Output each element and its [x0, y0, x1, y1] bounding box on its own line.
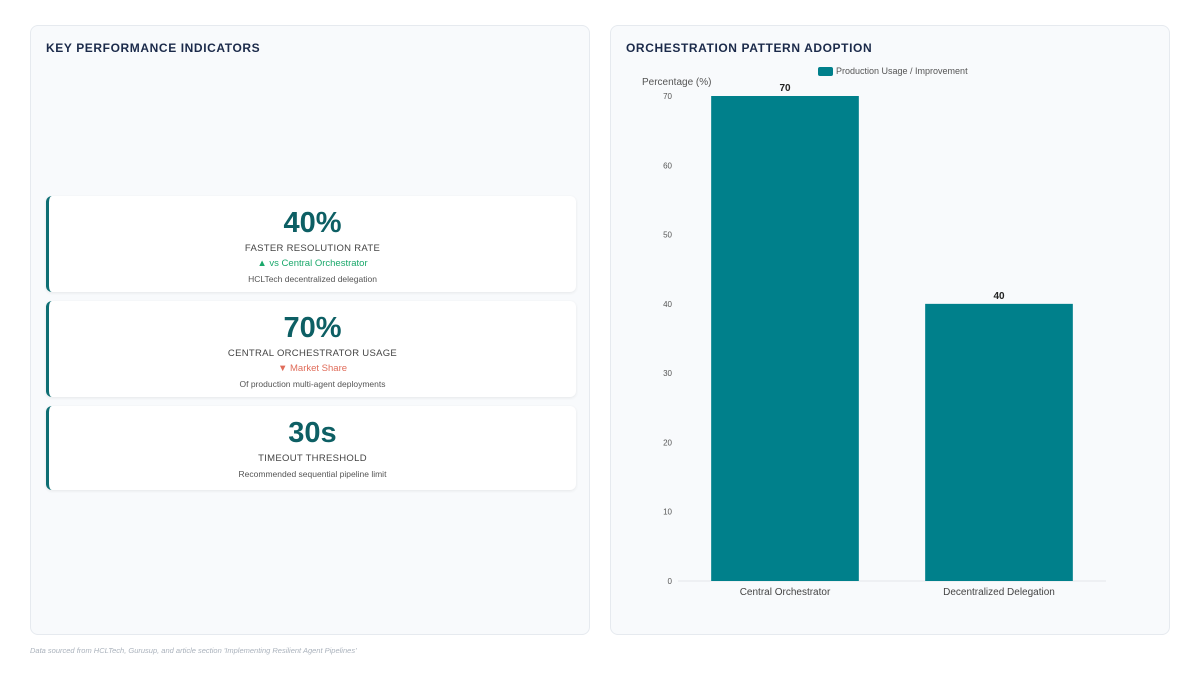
kpi-label: FASTER RESOLUTION RATE	[244, 243, 381, 254]
y-tick-label: 0	[668, 577, 673, 586]
y-tick-label: 60	[663, 161, 672, 170]
y-axis-label: Percentage (%)	[642, 77, 711, 88]
kpi-subtext: Recommended sequential pipeline limit	[238, 469, 387, 479]
kpi-subtext: HCLTech decentralized delegation	[248, 274, 377, 284]
x-tick-label: Central Orchestrator	[740, 587, 831, 598]
y-tick-label: 30	[663, 369, 672, 378]
footnote: Data sourced from HCLTech, Gurusup, and …	[30, 646, 357, 655]
y-tick-label: 20	[663, 438, 672, 447]
kpi-value: 40%	[283, 207, 342, 239]
y-tick-label: 40	[663, 300, 672, 309]
kpi-card-orchestrator-usage: 70% CENTRAL ORCHESTRATOR USAGE ▼ Market …	[46, 301, 576, 397]
kpi-panel: KEY PERFORMANCE INDICATORS 40% FASTER RE…	[30, 25, 590, 635]
data-label: 70	[779, 83, 791, 94]
legend-label: Production Usage / Improvement	[836, 66, 968, 76]
kpi-label: TIMEOUT THRESHOLD	[258, 453, 367, 464]
data-label: 40	[993, 291, 1005, 302]
kpi-value: 70%	[283, 312, 342, 344]
y-tick-label: 70	[663, 92, 672, 101]
kpi-value: 30s	[288, 417, 337, 449]
bar	[925, 303, 1073, 581]
kpi-panel-title: KEY PERFORMANCE INDICATORS	[46, 41, 261, 55]
kpi-subtext: Of production multi-agent deployments	[239, 379, 386, 389]
kpi-card-resolution-rate: 40% FASTER RESOLUTION RATE ▲ vs Central …	[46, 196, 576, 292]
chart-panel-title: ORCHESTRATION PATTERN ADOPTION	[626, 41, 873, 55]
kpi-card-timeout-threshold: 30s TIMEOUT THRESHOLD Recommended sequen…	[46, 406, 576, 490]
chart-panel: ORCHESTRATION PATTERN ADOPTION Percentag…	[610, 25, 1170, 635]
bar	[711, 96, 859, 581]
legend-swatch	[818, 67, 833, 76]
kpi-label: CENTRAL ORCHESTRATOR USAGE	[227, 348, 398, 359]
y-tick-label: 10	[663, 508, 672, 517]
bar-chart: Percentage (%) 0 10 20 30 40 50 60 70 70 Central O…	[642, 66, 1106, 598]
kpi-trend: ▼ Market Share	[277, 363, 348, 374]
y-tick-label: 50	[663, 231, 672, 240]
kpi-trend: ▲ vs Central Orchestrator	[257, 258, 368, 269]
x-tick-label: Decentralized Delegation	[943, 587, 1055, 598]
kpi-list: 40% FASTER RESOLUTION RATE ▲ vs Central …	[46, 196, 576, 499]
